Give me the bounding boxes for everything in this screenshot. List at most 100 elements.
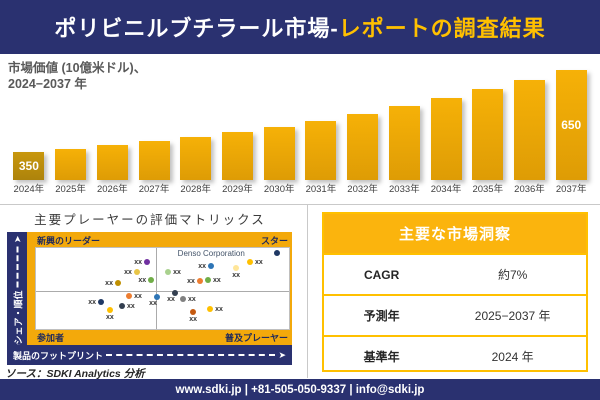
bar bbox=[347, 114, 379, 180]
scatter-point: xx bbox=[232, 265, 240, 279]
x-axis-label: 製品のフットプリント bbox=[13, 350, 104, 361]
axis-title-line2: 2024−2037 年 bbox=[8, 77, 87, 92]
scatter-point: xx bbox=[149, 294, 160, 307]
dot-icon bbox=[98, 299, 105, 306]
quadrant-label-pervasive-players: 普及プレーヤー bbox=[224, 333, 288, 343]
scatter-point: xx bbox=[165, 268, 181, 276]
dot-icon bbox=[247, 259, 254, 265]
bar bbox=[96, 145, 128, 180]
x-axis-tick: 2025年 bbox=[55, 184, 86, 195]
bar-chart: 350 2024年 2025年 2026年 2027年 2028年 2029年 2030年 20… bbox=[8, 68, 592, 200]
insights-header: 主要な市場洞察 bbox=[324, 214, 586, 253]
insight-label: CAGR bbox=[363, 267, 400, 282]
insight-row-forecast-year: 予測年 2025−2037 年 bbox=[324, 294, 586, 335]
x-axis-tick: 2030年 bbox=[263, 184, 295, 195]
bar-column: 2031年 bbox=[300, 68, 342, 200]
x-axis-tick: 2036年 bbox=[514, 184, 545, 195]
dot-icon bbox=[233, 265, 240, 271]
bar-column: 2036年 bbox=[509, 68, 551, 200]
dot-icon bbox=[207, 305, 214, 312]
quadrant-bottom-labels: 参加者 普及プレーヤー bbox=[37, 331, 288, 344]
matrix-y-axis: 市場シェア・順位 ➤ bbox=[7, 232, 27, 365]
scatter-point: xx bbox=[207, 305, 223, 313]
point-label: xx bbox=[149, 300, 157, 307]
bar-column: 2029年 bbox=[217, 68, 259, 200]
bar-column: 2027年 bbox=[133, 68, 175, 200]
dot-icon bbox=[196, 277, 203, 284]
bar-chart-axis-title: 市場価値 (10億米ドル)、 2024−2037 年 bbox=[8, 60, 146, 93]
point-label: xx bbox=[173, 268, 181, 276]
bar-column: 2034年 bbox=[425, 68, 467, 200]
scatter-point: xx bbox=[134, 259, 151, 266]
bar: 350 bbox=[13, 152, 45, 180]
insight-value: 2025−2037 年 bbox=[474, 309, 551, 323]
x-axis-tick: 2024年 bbox=[13, 184, 45, 195]
point-label: xx bbox=[167, 296, 175, 304]
page-title-accent: レポートの調査結果 bbox=[338, 16, 546, 41]
horizontal-divider bbox=[0, 204, 600, 205]
point-label: xx bbox=[124, 268, 132, 276]
scatter-point: xx bbox=[167, 290, 178, 303]
source-note: ソース：SDKI Analytics 分析 bbox=[5, 368, 145, 380]
x-axis-tick: 2032年 bbox=[347, 184, 378, 195]
dot-icon bbox=[165, 268, 172, 275]
point-label: xx bbox=[255, 259, 263, 266]
quadrant-divider-vertical bbox=[155, 248, 157, 329]
x-axis-tick: 2027年 bbox=[138, 184, 170, 195]
x-axis-dashed-line bbox=[106, 354, 276, 356]
axis-title-line1: 市場価値 (10億米ドル)、 bbox=[8, 61, 147, 75]
bar-value-label: 350 bbox=[18, 159, 39, 173]
dot-icon bbox=[153, 294, 160, 300]
matrix-plot: Denso Corporation xx xx xx xx xx xx xx xx xx xx xx… bbox=[35, 247, 290, 330]
bar-value-label: 650 bbox=[561, 118, 582, 132]
insight-label: 予測年 bbox=[363, 309, 400, 323]
x-axis-tick: 2029年 bbox=[222, 184, 253, 195]
bar bbox=[180, 137, 212, 180]
x-axis-tick: 2035年 bbox=[472, 184, 504, 195]
scatter-point: xx bbox=[187, 277, 203, 285]
key-insights-box: 主要な市場洞察 CAGR 約7% 予測年 2025−2037 年 基準年 202… bbox=[322, 212, 588, 372]
insight-value: 約7% bbox=[497, 268, 528, 282]
insight-label: 基準年 bbox=[363, 350, 400, 364]
bar-column: 2032年 bbox=[342, 68, 384, 200]
scatter-point: xx bbox=[105, 279, 121, 287]
point-label: xx bbox=[198, 262, 207, 270]
evaluation-matrix: 市場シェア・順位 ➤ 製品のフットプリント ➤ 新興のリーダー スター 参加者 … bbox=[7, 232, 292, 365]
bar bbox=[430, 98, 462, 180]
page-title-main: ポリビニルブチラール市場- bbox=[54, 16, 339, 41]
footer-contact-link[interactable]: www.sdki.jp | +81-505-050-9337 | info@sd… bbox=[175, 383, 425, 396]
x-axis-tick: 2028年 bbox=[180, 184, 212, 195]
point-label: xx bbox=[127, 302, 135, 310]
x-axis-arrowhead-icon: ➤ bbox=[278, 349, 286, 360]
dot-icon bbox=[205, 276, 212, 283]
dot-icon bbox=[171, 290, 178, 297]
dot-icon bbox=[114, 279, 121, 286]
point-label: xx bbox=[215, 305, 223, 313]
bar bbox=[513, 80, 545, 180]
scatter-point bbox=[274, 250, 281, 257]
bar-column: 2033年 bbox=[383, 68, 425, 200]
insight-row-cagr: CAGR 約7% bbox=[324, 253, 586, 294]
bar-column: 2025年 bbox=[50, 68, 92, 200]
quadrant-divider-horizontal bbox=[36, 290, 289, 292]
quadrant-label-star: スター bbox=[260, 236, 288, 246]
dot-icon bbox=[119, 302, 126, 309]
point-label: xx bbox=[189, 315, 198, 323]
scatter-point: xx bbox=[198, 262, 215, 270]
dot-icon bbox=[144, 259, 151, 265]
x-axis-tick: 2037年 bbox=[555, 184, 587, 195]
scatter-point: xx bbox=[138, 276, 155, 284]
point-label: xx bbox=[134, 293, 142, 301]
bar-column: 2026年 bbox=[91, 68, 133, 200]
scatter-point: xx bbox=[126, 293, 142, 300]
y-axis-dashed-line bbox=[16, 245, 18, 287]
bar bbox=[138, 141, 170, 180]
dot-icon bbox=[208, 262, 215, 269]
dot-icon bbox=[179, 296, 186, 303]
scatter-point: xx bbox=[189, 308, 197, 323]
bar bbox=[472, 89, 504, 180]
point-label: xx bbox=[134, 259, 143, 266]
y-axis-arrowhead-icon: ➤ bbox=[11, 235, 22, 243]
point-label: xx bbox=[213, 276, 221, 284]
